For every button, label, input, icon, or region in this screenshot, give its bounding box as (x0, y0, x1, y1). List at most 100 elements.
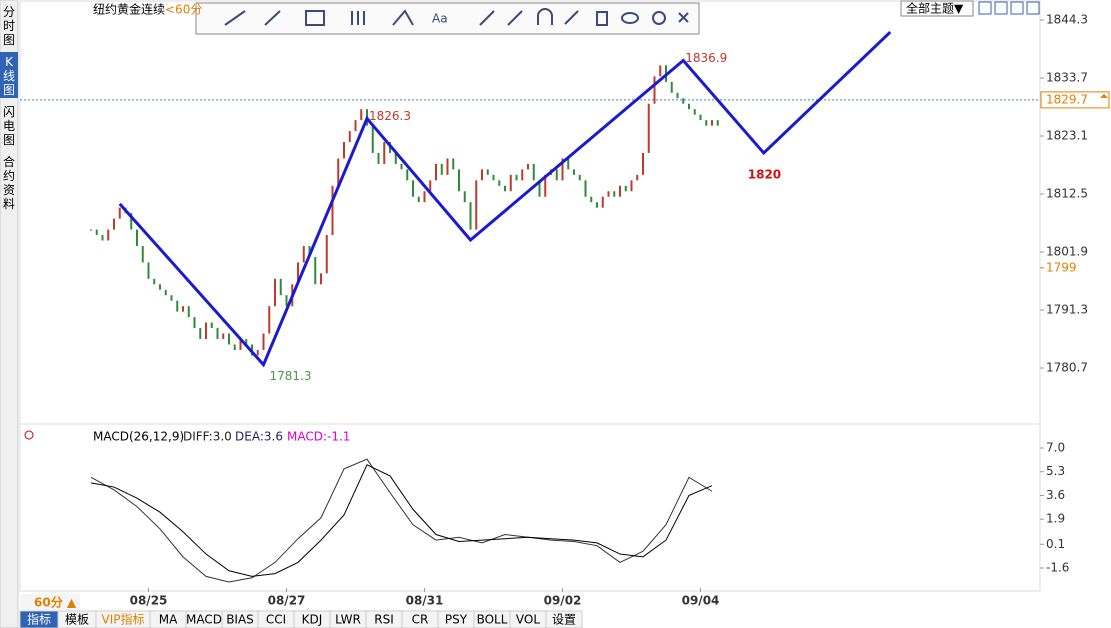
zigzag-label: 1836.9 (685, 51, 727, 65)
candle (596, 202, 598, 208)
candle (337, 158, 340, 186)
sidebar-tab-active (0, 52, 18, 98)
candle (504, 185, 506, 192)
last-price-label: 1829.7 (1046, 92, 1088, 106)
candle (670, 81, 673, 93)
candle (693, 109, 696, 115)
macd-tick-label: 0.1 (1046, 537, 1065, 551)
x-tick-label: 09/02 (544, 594, 582, 608)
zigzag (118, 30, 892, 368)
sidebar-tab[interactable]: K 线图 (3, 55, 15, 97)
candle (682, 98, 685, 104)
candle (153, 278, 156, 285)
footer-tab: CR (412, 613, 429, 627)
period-box[interactable] (20, 594, 80, 610)
candle (509, 174, 512, 192)
candle (406, 169, 409, 181)
macd-diff (90, 458, 713, 583)
candle (279, 278, 282, 296)
candle (463, 191, 466, 203)
sidebar-tab[interactable]: 分时图 (3, 5, 15, 47)
footer-tab: LWR (335, 613, 361, 627)
candle (521, 169, 524, 181)
macd-tick-label: 5.3 (1046, 464, 1065, 478)
candle (538, 180, 541, 197)
candle (228, 333, 230, 345)
zigzag-label: 1781.3 (270, 369, 312, 383)
candle (113, 218, 115, 230)
candle (601, 196, 604, 208)
macd-tick-label: 7.0 (1046, 441, 1065, 455)
candle (688, 103, 690, 110)
candle (423, 191, 426, 203)
candle (578, 174, 581, 181)
candle (481, 169, 483, 181)
macd-val-label: MACD:-1.1 (287, 430, 350, 444)
footer-tab: 设置 (552, 613, 576, 627)
macd-label: MACD(26,12,9) (93, 430, 184, 444)
candle (95, 229, 98, 236)
candle (320, 273, 322, 285)
last-price-box (1040, 91, 1110, 109)
candle (176, 300, 179, 312)
candle (642, 152, 644, 175)
candle (285, 295, 288, 307)
candle (371, 125, 374, 153)
sidebar-tab[interactable]: 闪电图 (3, 105, 15, 147)
candle (417, 196, 420, 203)
sidebar (0, 0, 19, 628)
toolbar[interactable] (195, 2, 700, 35)
candle (210, 322, 213, 329)
candle (584, 180, 587, 197)
candle (440, 163, 443, 175)
candle (469, 202, 472, 230)
chart-frame (19, 0, 1041, 592)
footer-period: 60分 ▲ (34, 595, 77, 610)
candle (624, 185, 627, 192)
y-tick-label: 1801.9 (1046, 245, 1088, 259)
candle (607, 191, 610, 197)
candle (590, 196, 593, 203)
footer-tab: BIAS (226, 613, 254, 627)
candle (400, 163, 403, 170)
y-tick-label: 1823.1 (1046, 129, 1088, 143)
y-tick-label: 1844.3 (1046, 13, 1088, 27)
footer-tab: RSI (374, 613, 394, 627)
sidebar-tab[interactable]: 合约资料 (3, 154, 15, 211)
macd-icon[interactable] (24, 430, 34, 440)
x-tick-label: 08/31 (406, 594, 444, 608)
theme-btn[interactable] (900, 0, 974, 17)
candle (130, 213, 133, 230)
candle (630, 180, 633, 192)
candle (256, 349, 259, 356)
candle (394, 152, 397, 164)
candle (711, 120, 713, 126)
candle (90, 229, 92, 231)
period: <60分 (165, 3, 202, 17)
candle (446, 158, 449, 175)
candle (659, 65, 662, 77)
mark-price-label: 1799 (1046, 260, 1077, 274)
candle (429, 180, 432, 192)
candle (354, 120, 357, 132)
zigzag-label: 1826.3 (369, 109, 411, 123)
x-tick-label: 08/27 (268, 594, 306, 608)
font-tool[interactable]: Aa (432, 12, 448, 26)
candle (452, 158, 455, 170)
footer-tab: VIP指标 (102, 612, 145, 627)
candle (343, 142, 345, 159)
footer-tab-bg[interactable] (545, 610, 583, 628)
y-tick-label: 1791.3 (1046, 303, 1088, 317)
candle (147, 262, 150, 279)
candle (515, 174, 518, 181)
candle (314, 256, 317, 285)
candle (716, 120, 719, 126)
candle (216, 328, 219, 339)
candle (498, 180, 501, 186)
candle (141, 245, 144, 263)
candle (118, 207, 121, 219)
dea-label: DEA:3.6 (235, 430, 283, 444)
window-btns[interactable] (978, 1, 1040, 15)
